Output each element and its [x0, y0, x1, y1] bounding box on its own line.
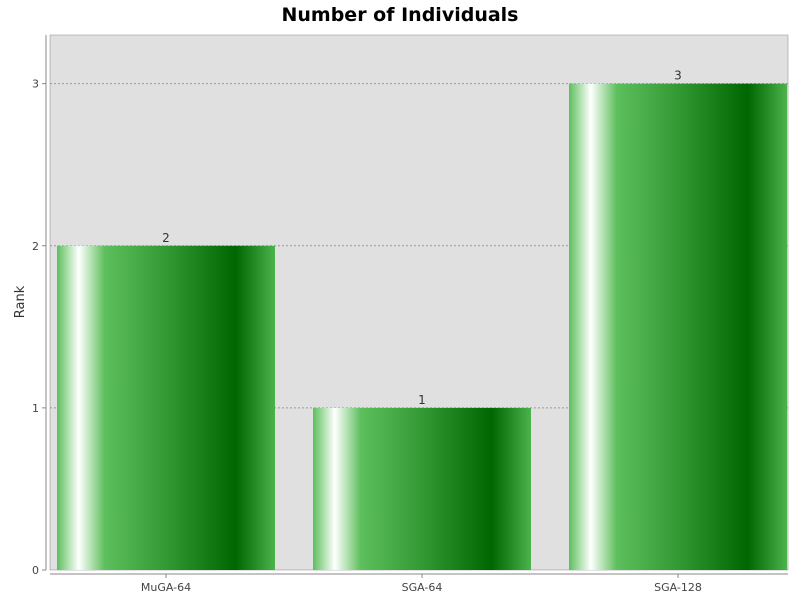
x-tick-label-muga-64: MuGA-64: [141, 581, 191, 594]
data-labels: 2 1 3: [162, 69, 682, 407]
data-label-sga-128: 3: [674, 69, 682, 83]
y-tick-label-1: 1: [32, 402, 39, 415]
y-tick-label-2: 2: [32, 240, 39, 253]
x-tick-label-sga-64: SGA-64: [402, 581, 443, 594]
y-axis-label: Rank: [13, 285, 28, 318]
x-axis-ticks: MuGA-64 SGA-64 SGA-128: [141, 574, 702, 594]
data-label-sga-64: 1: [418, 393, 426, 407]
bar-sga-64: [313, 407, 531, 570]
data-label-muga-64: 2: [162, 231, 170, 245]
bar-sga-128: [569, 83, 787, 571]
y-axis-ticks: 0 1 2 3: [32, 78, 46, 577]
y-tick-label-0: 0: [32, 564, 39, 577]
bars: [57, 83, 787, 571]
chart-title: Number of Individuals: [281, 4, 518, 26]
x-tick-label-sga-128: SGA-128: [654, 581, 702, 594]
bar-muga-64: [57, 245, 275, 570]
y-tick-label-3: 3: [32, 78, 39, 91]
